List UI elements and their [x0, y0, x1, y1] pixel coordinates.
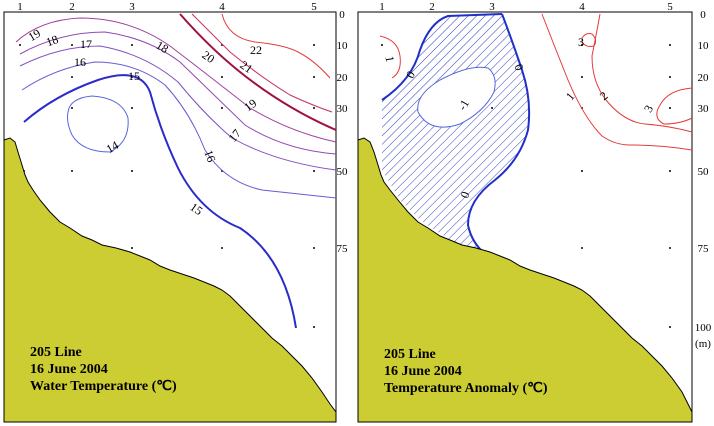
depth-label: 0 [700, 9, 706, 21]
station-ticks: 1 2 3 4 5 [17, 1, 317, 13]
station-ticks: 1 2 3 4 5 [379, 1, 673, 13]
contour-plus-three-top [581, 33, 597, 47]
contour-label: 17 [80, 37, 92, 51]
isotherm-18 [19, 31, 337, 155]
contour-label: 22 [250, 43, 262, 57]
isotherm-20 [179, 13, 337, 131]
contour-label: 0 [457, 190, 472, 200]
caption-line: 16 June 2004 [384, 364, 462, 379]
station-label: 2 [429, 1, 435, 13]
caption-line: Temperature Anomaly (℃) [384, 381, 548, 396]
contour-label: 16 [201, 148, 218, 164]
isotherms [15, 13, 337, 329]
depth-label: 20 [698, 72, 710, 84]
panel-caption: 205 Line 16 June 2004 Temperature Anomal… [384, 347, 548, 396]
contour-plus-two [591, 13, 693, 133]
isotherm-16 [21, 61, 337, 199]
isotherm-14 [67, 95, 129, 153]
depth-label: 20 [337, 72, 349, 84]
panel-caption: 205 Line 16 June 2004 Water Temperature … [30, 345, 177, 394]
station-label: 3 [129, 1, 135, 13]
isotherm-21 [191, 13, 333, 113]
contour-plus-three-right [656, 87, 693, 125]
caption-line: 205 Line [384, 347, 436, 362]
contour-label: 18 [44, 32, 60, 49]
depth-label: 75 [698, 243, 710, 255]
depth-label: 50 [698, 166, 710, 178]
depth-label: 75 [337, 243, 349, 255]
caption-line: 16 June 2004 [30, 362, 108, 377]
depth-label: 30 [337, 103, 349, 115]
anomaly-panel: 1 2 3 4 5 1 [357, 1, 693, 423]
anomaly-contours [379, 13, 693, 259]
contour-minus-one [417, 66, 496, 128]
station-label: 2 [69, 1, 75, 13]
station-label: 1 [379, 1, 385, 13]
caption-line: Water Temperature (℃) [30, 379, 177, 394]
station-label: 4 [219, 1, 225, 13]
contour-zero-right [466, 13, 531, 259]
depth-unit: (m) [695, 338, 711, 350]
contour-label: 16 [74, 55, 86, 69]
contour-plus-one [541, 13, 693, 151]
station-label: 5 [311, 1, 317, 13]
isotherm-17 [19, 45, 337, 171]
depth-label: 50 [337, 166, 349, 178]
seafloor [3, 137, 337, 423]
contour-zero [381, 13, 503, 101]
depth-axis-left: 0 10 20 30 50 75 [337, 9, 349, 255]
depth-label: 0 [339, 9, 345, 21]
contour-label: 15 [128, 69, 140, 83]
contour-label: 0 [511, 62, 526, 72]
depth-label: 100 [695, 322, 712, 334]
depth-label: 10 [698, 40, 710, 52]
depth-label: 30 [698, 103, 710, 115]
station-label: 4 [579, 1, 585, 13]
depth-axis-right: 0 10 20 30 50 75 100 (m) [695, 9, 712, 350]
isotherm-19 [15, 17, 337, 143]
depth-label: 10 [337, 40, 349, 52]
isotherm-15 [23, 74, 297, 329]
sample-points [19, 44, 315, 328]
caption-line: 205 Line [30, 345, 82, 360]
station-label: 5 [667, 1, 673, 13]
contour-label: 3 [578, 35, 584, 49]
station-label: 1 [17, 1, 23, 13]
isotherm-22 [221, 13, 331, 79]
station-label: 3 [489, 1, 495, 13]
contour-label: 1 [382, 55, 397, 63]
temperature-panel: 1 2 3 4 5 19 [3, 1, 337, 423]
contour-plus-one-left [379, 35, 401, 79]
seafloor [357, 137, 693, 423]
